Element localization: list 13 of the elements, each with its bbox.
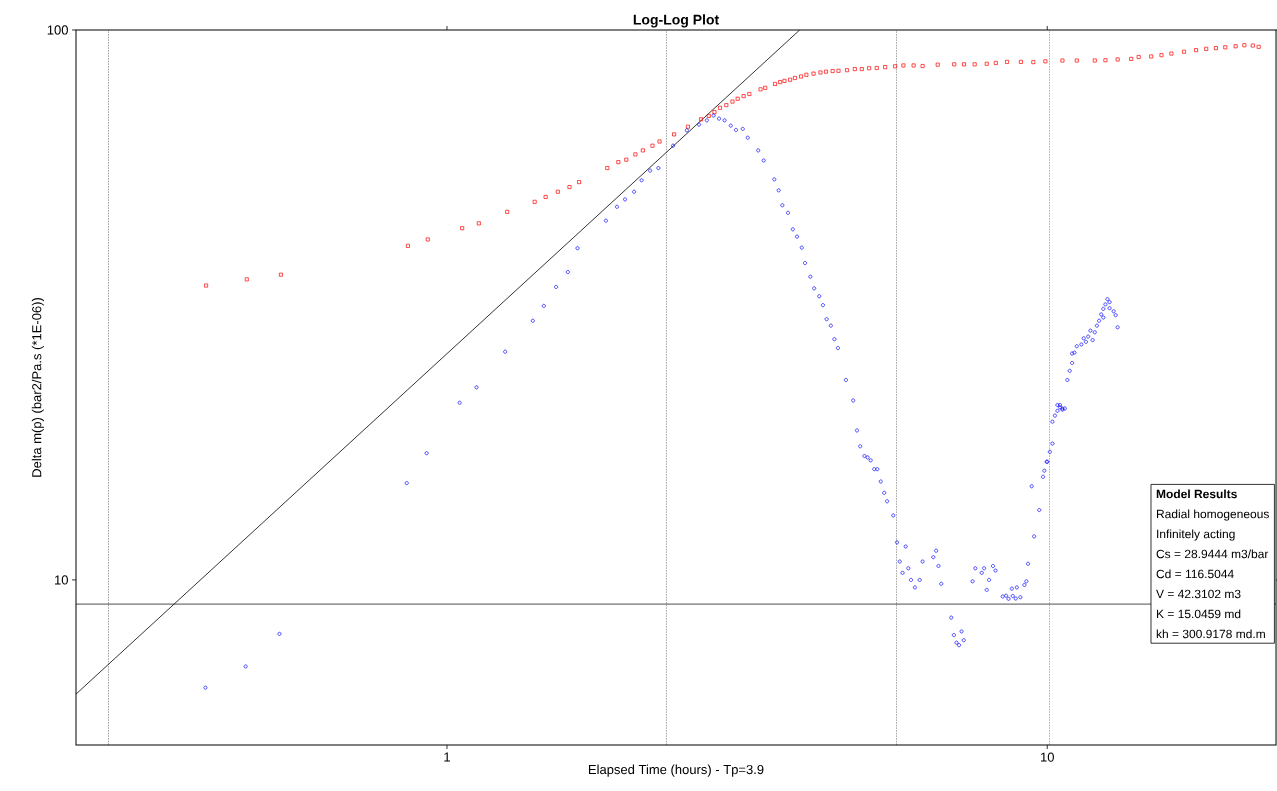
x-axis-title: Elapsed Time (hours) - Tp=3.9 [588,764,764,777]
annotation: Model Results [1156,489,1237,499]
x-tick-label: 1 [444,752,450,762]
annotation: V = 42.3102 m3 [1156,589,1241,599]
annotation: K = 15.0459 md [1156,609,1241,619]
annotation: Cd = 116.5044 [1156,569,1234,579]
annotation: kh = 300.9178 md.m [1156,629,1265,639]
y-tick-label: 100 [47,25,68,35]
annotation: Cs = 28.9444 m3/bar [1156,549,1269,559]
annotation: Infinitely acting [1157,529,1235,541]
y-axis-title: Delta m(p) (bar2/Pa.s (*1E-06)) [31,298,44,477]
chart-title: Log-Log Plot [633,14,719,28]
annotation: Radial homogeneous [1156,509,1269,521]
